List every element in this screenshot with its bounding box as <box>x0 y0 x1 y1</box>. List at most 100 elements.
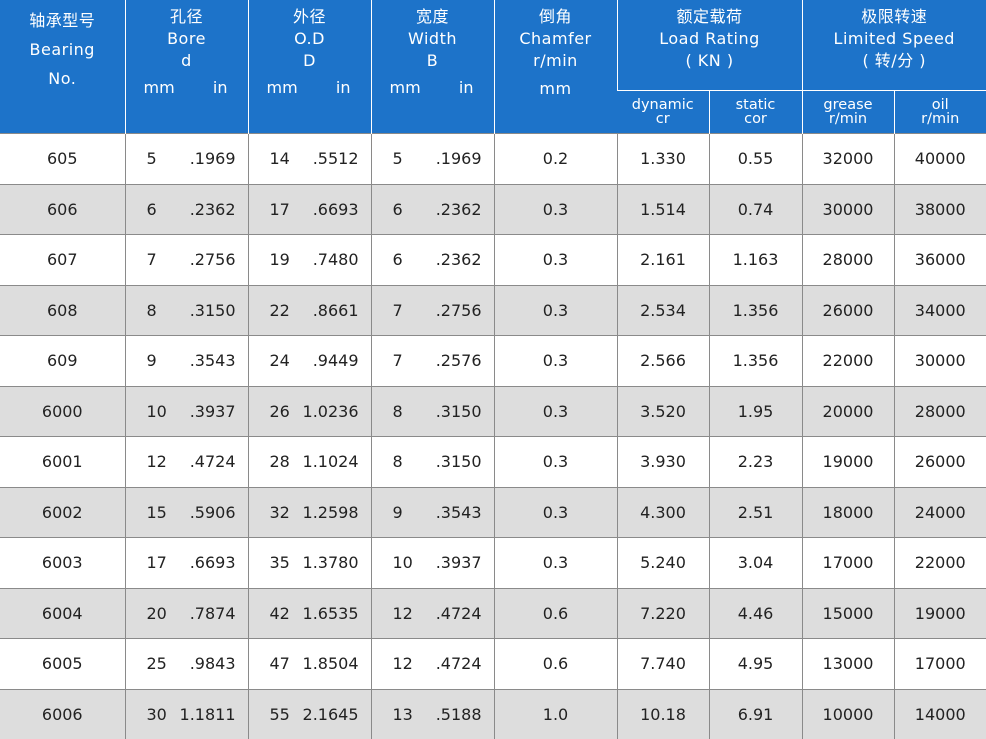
header-speed-en: Limited Speed <box>803 28 986 50</box>
cell-od-mm: 22 <box>249 301 290 320</box>
cell-grease-value: 19000 <box>823 452 874 471</box>
cell-oil-value: 19000 <box>915 604 966 623</box>
cell-bore: 25 .9843 <box>125 639 248 690</box>
header-grease-unit: r/min <box>803 112 894 126</box>
cell-dynamic-value: 1.330 <box>640 149 686 168</box>
cell-dynamic: 1.514 <box>617 184 709 235</box>
cell-od-in: .5512 <box>313 149 371 168</box>
cell-od-mm: 47 <box>249 654 290 673</box>
header-dynamic-symbol: cr <box>617 112 709 126</box>
cell-static-value: 3.04 <box>738 553 774 572</box>
cell-dynamic-value: 4.300 <box>640 503 686 522</box>
header-width-units: mm in <box>372 78 494 97</box>
cell-dynamic-value: 5.240 <box>640 553 686 572</box>
cell-chamfer-value: 0.2 <box>543 149 568 168</box>
header-chamfer: 倒角 Chamfer r/min mm <box>494 0 617 134</box>
cell-width-mm: 8 <box>372 402 403 421</box>
header-grease-label: grease <box>803 98 894 112</box>
cell-static-value: 0.55 <box>738 149 774 168</box>
cell-dynamic: 3.520 <box>617 386 709 437</box>
cell-bore-mm: 12 <box>126 452 167 471</box>
unit-mm: mm <box>267 78 298 97</box>
cell-width-mm: 7 <box>372 301 403 320</box>
header-od-symbol: D <box>249 50 371 72</box>
cell-od-mm: 32 <box>249 503 290 522</box>
cell-od-mm: 19 <box>249 250 290 269</box>
cell-grease-value: 32000 <box>823 149 874 168</box>
cell-od-mm: 26 <box>249 402 290 421</box>
cell-bore-in: .1969 <box>190 149 248 168</box>
cell-bearing-no: 6000 <box>42 402 83 421</box>
table-header: 轴承型号 Bearing No. 孔径 Bore d mm in 外径 O.D … <box>0 0 986 134</box>
cell-bearing: 606 <box>0 184 125 235</box>
cell-chamfer-value: 0.6 <box>543 604 568 623</box>
header-bearing-en: Bearing <box>0 35 125 64</box>
cell-chamfer: 1.0 <box>494 689 617 739</box>
cell-dynamic-value: 2.534 <box>640 301 686 320</box>
cell-bore-mm: 7 <box>126 250 157 269</box>
cell-oil: 36000 <box>894 235 986 286</box>
cell-bore: 20.7874 <box>125 588 248 639</box>
cell-static-value: 0.74 <box>738 200 774 219</box>
cell-bore-in: .3543 <box>190 351 248 370</box>
cell-bore: 9 .3543 <box>125 336 248 387</box>
cell-dynamic: 2.161 <box>617 235 709 286</box>
cell-dynamic-value: 7.740 <box>640 654 686 673</box>
cell-bearing-no: 607 <box>47 250 78 269</box>
cell-bore: 10.3937 <box>125 386 248 437</box>
cell-grease-value: 10000 <box>823 705 874 724</box>
cell-dynamic: 10.18 <box>617 689 709 739</box>
cell-od-in: 1.1024 <box>303 452 371 471</box>
cell-chamfer: 0.3 <box>494 538 617 589</box>
cell-dynamic-value: 10.18 <box>640 705 686 724</box>
cell-bearing-no: 6001 <box>42 452 83 471</box>
cell-bore-mm: 30 <box>126 705 167 724</box>
cell-dynamic: 2.534 <box>617 285 709 336</box>
header-width: 宽度 Width B mm in <box>371 0 494 134</box>
header-chamfer-unit: mm <box>495 78 617 100</box>
cell-dynamic: 3.930 <box>617 437 709 488</box>
cell-width-mm: 5 <box>372 149 403 168</box>
cell-grease: 30000 <box>802 184 894 235</box>
header-speed-cn: 极限转速 <box>803 6 986 28</box>
cell-od-in: 1.0236 <box>303 402 371 421</box>
cell-bore-mm: 25 <box>126 654 167 673</box>
header-chamfer-rmin: r/min <box>495 50 617 72</box>
cell-chamfer-value: 0.3 <box>543 301 568 320</box>
cell-width: 8.3150 <box>371 437 494 488</box>
cell-width-in: .3150 <box>436 402 494 421</box>
cell-bore-in: .9843 <box>190 654 248 673</box>
header-bore-symbol: d <box>126 50 248 72</box>
cell-oil-value: 38000 <box>915 200 966 219</box>
cell-grease: 13000 <box>802 639 894 690</box>
cell-dynamic: 7.220 <box>617 588 709 639</box>
cell-od-mm: 28 <box>249 452 290 471</box>
cell-width-mm: 12 <box>372 604 413 623</box>
cell-od-in: 1.6535 <box>303 604 371 623</box>
cell-chamfer: 0.6 <box>494 639 617 690</box>
cell-width-mm: 6 <box>372 250 403 269</box>
cell-dynamic: 1.330 <box>617 134 709 185</box>
cell-width-in: .1969 <box>436 149 494 168</box>
cell-width: 12.4724 <box>371 639 494 690</box>
cell-bore-mm: 9 <box>126 351 157 370</box>
header-static-label: static <box>710 98 802 112</box>
cell-bearing: 6005 <box>0 639 125 690</box>
cell-oil: 40000 <box>894 134 986 185</box>
cell-width: 6.2362 <box>371 235 494 286</box>
header-dynamic: dynamic cr <box>617 91 709 134</box>
cell-static: 4.95 <box>709 639 802 690</box>
cell-od-mm: 17 <box>249 200 290 219</box>
header-od-cn: 外径 <box>249 6 371 28</box>
unit-in: in <box>213 78 228 97</box>
cell-width-in: .3150 <box>436 452 494 471</box>
cell-static-value: 2.23 <box>738 452 774 471</box>
header-chamfer-cn: 倒角 <box>495 6 617 28</box>
cell-width-in: .4724 <box>436 654 494 673</box>
cell-bearing-no: 6003 <box>42 553 83 572</box>
cell-width-in: .2362 <box>436 200 494 219</box>
